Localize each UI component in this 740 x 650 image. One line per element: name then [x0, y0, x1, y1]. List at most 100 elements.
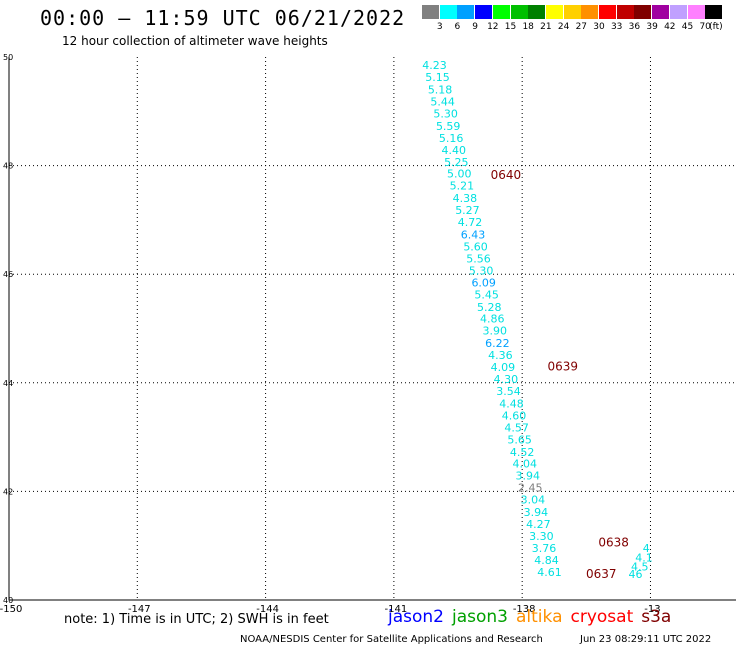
wave-height-label: 4.30 [494, 373, 519, 386]
colorbar-label: 36 [628, 22, 641, 32]
satellite-legend-item: cryosat [570, 607, 634, 627]
colorbar-label: 3 [436, 22, 443, 32]
wave-height-label: 4.27 [526, 518, 551, 531]
satellite-legend-item: jason3 [452, 607, 508, 627]
wave-height-label: 4.52 [510, 446, 535, 459]
wave-height-label: 4.60 [502, 409, 527, 422]
colorbar-swatch [581, 5, 599, 19]
colorbar-swatch [422, 5, 439, 19]
wave-height-label: 5.16 [439, 132, 464, 145]
colorbar-swatch [510, 5, 528, 19]
wave-height-label: 4.72 [458, 216, 483, 229]
wave-height-label: 5.00 [447, 168, 472, 181]
pass-time-label: 0639 [548, 360, 579, 374]
wave-height-label: 4.09 [491, 361, 516, 374]
wave-height-label: 4.38 [453, 192, 478, 205]
y-tick-label: 48 [3, 162, 13, 171]
x-tick-label: -141 [385, 604, 408, 615]
chart-subtitle: 12 hour collection of altimeter wave hei… [62, 34, 328, 48]
wave-height-label: 5.15 [425, 71, 450, 84]
x-tick-label: -13 [644, 604, 660, 615]
colorbar-label: 6 [454, 22, 461, 32]
colorbar-swatch [616, 5, 634, 19]
wave-height-label: 5.25 [444, 156, 469, 169]
wave-height-label: 5.27 [455, 204, 480, 217]
footer-credit: NOAA/NESDIS Center for Satellite Applica… [240, 634, 543, 645]
x-tick-label: -147 [128, 604, 151, 615]
wave-height-label: 4.48 [499, 397, 524, 410]
colorbar-swatch [457, 5, 475, 19]
wave-height-label: 3.04 [521, 494, 546, 507]
colorbar-label: 18 [522, 22, 534, 32]
wave-height-label: 3.54 [496, 385, 521, 398]
colorbar-swatch [492, 5, 510, 19]
satellite-legend-item: s3a [641, 607, 672, 627]
y-tick-label: 50 [3, 53, 13, 62]
footer-timestamp: Jun 23 08:29:11 UTC 2022 [580, 634, 712, 645]
x-tick-label: -138 [513, 604, 536, 615]
colorbar-swatch [652, 5, 670, 19]
wave-height-label: 46 [629, 568, 643, 581]
colorbar-label: 21 [540, 22, 552, 32]
x-tick-label: -150 [0, 604, 22, 615]
wave-height-label: 4.36 [488, 349, 513, 362]
wave-height-label: 3.90 [483, 325, 508, 338]
footer-note: note: 1) Time is in UTC; 2) SWH is in fe… [64, 612, 329, 627]
wave-height-label: 5.18 [428, 84, 453, 97]
satellite-legend-item: altika [516, 607, 563, 627]
satellite-legend: jason2 jason3 altika cryosat s3a [388, 607, 679, 627]
colorbar-label: 12 [487, 22, 499, 32]
wave-height-label: 4.84 [534, 554, 559, 567]
colorbar-swatch [563, 5, 581, 19]
wave-height-label: 5.65 [507, 433, 532, 446]
satellite-legend-item: jason2 [388, 607, 444, 627]
colorbar-label: 33 [610, 22, 623, 32]
colorbar-swatch [599, 5, 616, 19]
wave-height-label: 3.76 [532, 542, 557, 555]
x-tick-label: -144 [256, 604, 279, 615]
colorbar-label: 15 [504, 22, 517, 32]
wave-height-label: 6.43 [461, 229, 486, 242]
colorbar-label: 30 [593, 22, 605, 32]
colorbar-swatch [669, 5, 687, 19]
wave-height-label: 4.61 [537, 566, 562, 579]
colorbar-swatch [528, 5, 546, 19]
colorbar-label: 27 [575, 22, 588, 32]
colorbar-label: 39 [646, 22, 658, 32]
y-tick-label: 46 [3, 270, 13, 279]
wave-height-label: 4.57 [504, 421, 529, 434]
colorbar-swatch [687, 5, 705, 19]
wave-height-label: 5.28 [477, 301, 502, 314]
y-tick-label: 42 [3, 487, 13, 496]
pass-time-label: 0637 [586, 567, 617, 581]
wave-height-label: 4.5 [631, 560, 649, 573]
wave-height-label: 6.09 [471, 276, 496, 289]
wave-height-label: 4.23 [422, 59, 447, 72]
wave-height-label: 5.59 [436, 120, 461, 133]
wave-height-label: 4.40 [442, 144, 467, 157]
colorbar-swatch [439, 5, 457, 19]
colorbar-unit: (ft) [709, 22, 723, 32]
wave-height-label: 4.04 [512, 458, 537, 471]
wave-height-label: 5.21 [450, 180, 475, 193]
colorbar-label: 42 [664, 22, 676, 32]
wave-height-label: 5.30 [433, 107, 458, 120]
wave-height-label: 3.94 [524, 506, 549, 519]
wave-height-label: 5.45 [474, 288, 499, 301]
y-tick-label: 40 [3, 596, 13, 605]
chart-title: 00:00 – 11:59 UTC 06/21/2022 [40, 6, 406, 30]
wave-height-label: 5.30 [469, 264, 494, 277]
wave-height-label: 5.60 [463, 241, 488, 254]
wave-height-label: 2.45 [518, 482, 543, 495]
colorbar-label: 9 [472, 22, 478, 32]
wave-height-label: 5.44 [430, 96, 455, 109]
pass-time-label: 0640 [491, 168, 522, 182]
colorbar-swatch [545, 5, 563, 19]
wave-height-label: 5.56 [466, 252, 491, 265]
wave-height-label: 4.86 [480, 313, 505, 326]
colorbar-label: 24 [557, 22, 570, 32]
colorbar-swatch [705, 5, 723, 19]
wave-height-label: 6.22 [485, 337, 510, 350]
colorbar-swatch [634, 5, 652, 19]
